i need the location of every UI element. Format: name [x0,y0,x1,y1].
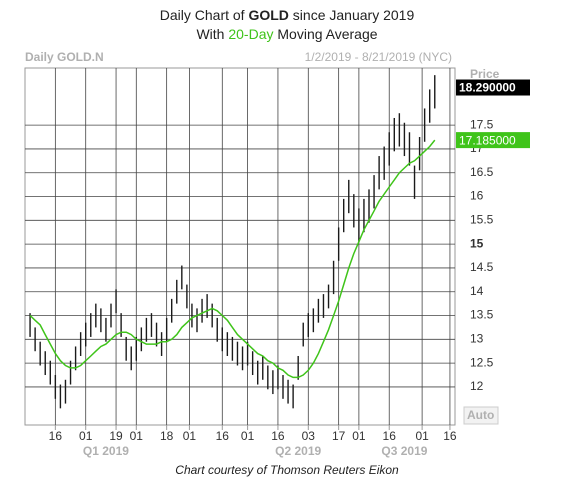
price-marker-label: 17.185000 [459,133,516,147]
quarter-label: Q3 2019 [381,444,427,458]
quarter-label: Q1 2019 [83,444,129,458]
x-tick-label: 01 [415,429,429,443]
y-tick-label: 12 [470,379,484,393]
x-tick-label: 01 [241,429,255,443]
x-tick-label: 01 [183,429,197,443]
x-tick-label: 16 [383,429,397,443]
y-tick-label: 17.5 [470,117,494,131]
auto-label[interactable]: Auto [467,408,494,422]
price-marker-box [456,79,530,96]
y-tick-label: 16 [470,189,484,203]
x-tick-label: 17 [332,429,346,443]
x-tick-label: 18 [160,429,174,443]
price-marker-box [456,132,530,149]
y-tick-label: 15 [470,236,484,250]
chart-subtitle: With 20-Day Moving Average [196,26,377,42]
x-tick-label: 16 [443,429,457,443]
x-tick-label: 16 [271,429,285,443]
date-range: 1/2/2019 - 8/21/2019 (NYC) [305,50,452,64]
y-tick-label: 14.5 [470,260,494,274]
title-part: GOLD [248,7,288,23]
y-tick-label: 12.5 [470,355,494,369]
subtitle-part: 20-Day [228,26,273,42]
x-tick-label: 01 [352,429,366,443]
title-part: Daily Chart of [160,7,249,23]
y-tick-label: 15.5 [470,212,494,226]
x-tick-label: 19 [109,429,123,443]
y-tick-label: 16.5 [470,165,494,179]
footer: Chart courtesy of Thomson Reuters Eikon [175,463,399,477]
header-left: Daily GOLD.N [25,50,104,64]
price-marker-label: 18.290000 [459,81,516,95]
quarter-label: Q2 2019 [275,444,321,458]
chart-title: Daily Chart of GOLD since January 2019 [160,7,415,23]
moving-average-line [29,139,436,379]
axis-label: Price [470,67,500,81]
y-tick-label: 13 [470,331,484,345]
x-tick-label: 01 [79,429,93,443]
y-tick-label: 13.5 [470,308,494,322]
y-tick-label: 14 [470,284,484,298]
title-part: since January 2019 [289,7,415,23]
x-tick-label: 16 [49,429,63,443]
plot [25,68,455,425]
x-tick-label: 16 [216,429,230,443]
x-tick-label: 03 [302,429,316,443]
subtitle-part: With [196,26,228,42]
plot-frame [24,67,456,426]
x-tick-label: 01 [130,429,144,443]
auto-button[interactable] [463,406,499,425]
subtitle-part: Moving Average [274,26,378,42]
